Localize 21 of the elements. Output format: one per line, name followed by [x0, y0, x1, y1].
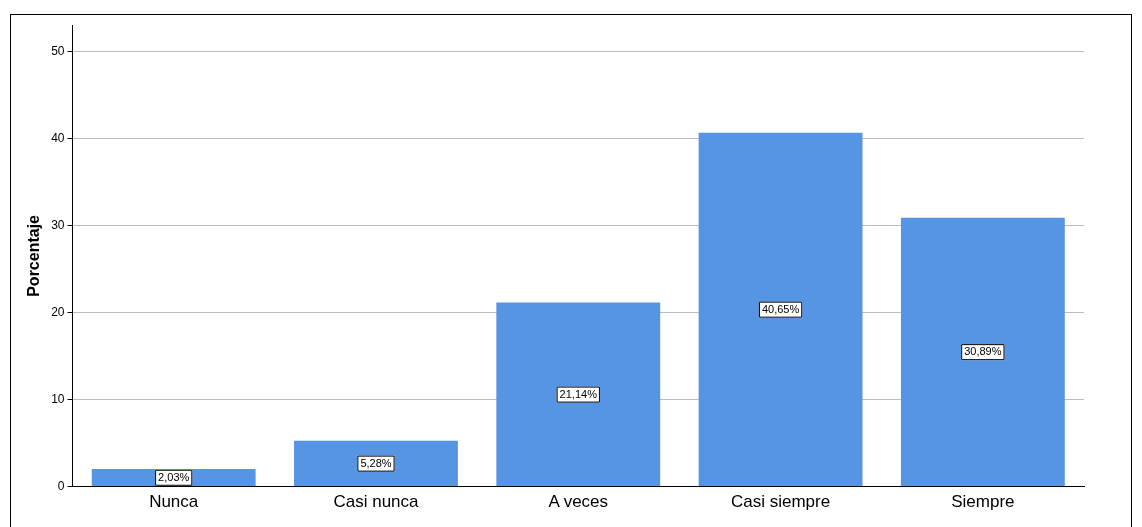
y-tick-label: 40: [51, 130, 65, 145]
bar: [900, 217, 1065, 487]
data-label: 40,65%: [761, 302, 800, 315]
y-tick-label: 30: [51, 217, 65, 232]
x-tick-label: Siempre: [951, 492, 1015, 512]
x-tick-label: Casi nunca: [333, 492, 420, 512]
data-label: 30,89%: [964, 345, 1002, 358]
y-tick-label: 50: [51, 43, 65, 58]
data-label: 21,14%: [559, 387, 598, 400]
x-tick-label: Nunca: [149, 492, 199, 512]
y-tick-label: 20: [51, 304, 65, 319]
bar: [294, 440, 458, 487]
data-label: 5,28%: [360, 456, 392, 469]
x-tick-label: A veces: [548, 492, 609, 512]
y-axis-title: Porcentaje: [25, 214, 43, 297]
bar: [496, 302, 661, 487]
bar: [698, 132, 863, 487]
x-tick-label: Casi siempre: [730, 492, 831, 512]
y-tick-label: 0: [57, 478, 65, 493]
data-label: 2,03%: [158, 470, 190, 483]
y-tick-label: 10: [51, 391, 65, 406]
